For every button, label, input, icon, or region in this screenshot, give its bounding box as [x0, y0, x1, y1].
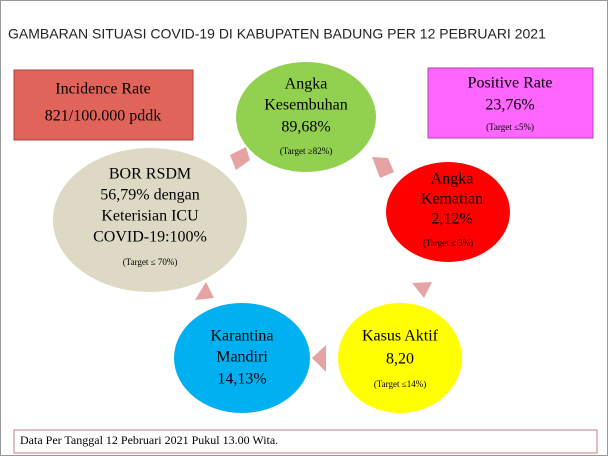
node-line: Kasus Aktif [362, 328, 439, 345]
node-line: 8,20 [386, 351, 414, 368]
arrow [312, 345, 326, 372]
node-line: COVID-19:100% [93, 229, 207, 246]
node-target: (Target ≤14%) [374, 379, 426, 389]
node-line: Mandiri [216, 349, 268, 366]
node-circle [386, 162, 510, 262]
node-circle [174, 303, 310, 413]
node-line: 56,79% dengan [100, 187, 200, 204]
incidence-box [13, 69, 194, 141]
arrows [195, 147, 432, 372]
footer-box [13, 429, 598, 454]
node-line: BOR RSDM [109, 166, 191, 183]
positive-target: (Target ≤5%) [486, 122, 534, 132]
node-line: Kematian [421, 191, 483, 208]
footer: Data Per Tanggal 12 Pebruari 2021 Pukul … [20, 433, 278, 447]
positive-value: 23,76% [485, 97, 534, 114]
positive-label: Positive Rate [468, 75, 553, 92]
positive-box [427, 67, 594, 139]
node-target: (Target ≤ 70%) [123, 257, 178, 267]
arrow [412, 282, 432, 298]
node-target: (Target ≤ 3%) [423, 238, 473, 248]
node-line: Kesembuhan [264, 97, 348, 114]
node-line: Keterisian ICU [101, 208, 199, 225]
node-line: 89,68% [281, 119, 330, 136]
incidence-label: Incidence Rate [55, 81, 151, 98]
node-line: Karantina [210, 328, 273, 345]
node-line: 14,13% [217, 371, 266, 388]
node-circle [338, 303, 462, 413]
arrow [230, 147, 250, 170]
node-circle [53, 148, 247, 292]
node-target: (Target ≥82%) [280, 146, 332, 156]
node-line: Angka [431, 171, 474, 188]
incidence-value: 821/100.000 pddk [45, 108, 161, 125]
arrow [195, 282, 214, 300]
title: GAMBARAN SITUASI COVID-19 DI KABUPATEN B… [8, 26, 546, 42]
node-line: 2,12% [431, 211, 472, 228]
node-line: Angka [285, 76, 328, 93]
node-circle [236, 62, 376, 172]
arrow [372, 157, 394, 178]
